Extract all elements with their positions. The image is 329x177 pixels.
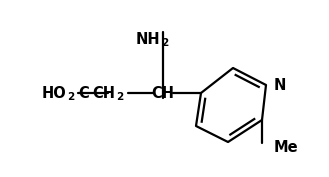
- Text: CH: CH: [92, 85, 115, 101]
- Text: N: N: [274, 78, 286, 93]
- Text: Me: Me: [274, 141, 299, 156]
- Text: C: C: [78, 85, 89, 101]
- Text: 2: 2: [161, 39, 168, 48]
- Text: 2: 2: [67, 92, 74, 101]
- Text: CH: CH: [151, 85, 174, 101]
- Text: 2: 2: [116, 92, 123, 101]
- Text: NH: NH: [135, 33, 160, 47]
- Text: HO: HO: [41, 85, 66, 101]
